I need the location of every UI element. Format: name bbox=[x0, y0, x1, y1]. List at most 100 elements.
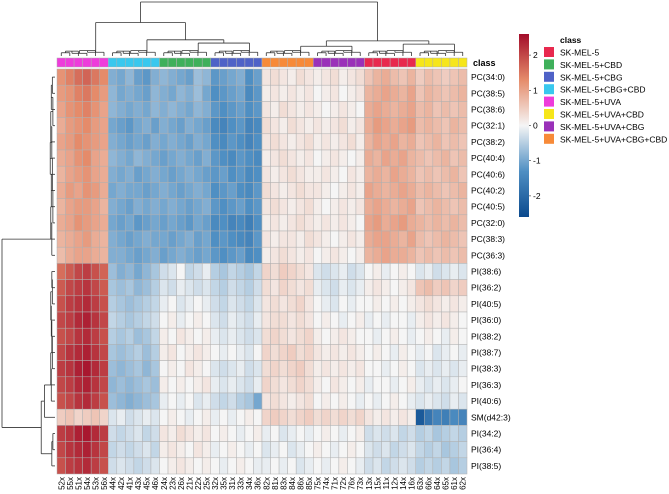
heatmap-cell bbox=[150, 408, 160, 426]
heatmap-cell bbox=[150, 376, 160, 394]
heatmap-cell bbox=[184, 68, 194, 86]
heatmap-cell bbox=[449, 133, 459, 151]
heatmap-cell bbox=[167, 133, 177, 151]
heatmap-cell bbox=[82, 246, 92, 264]
heatmap-cell bbox=[210, 408, 220, 426]
heatmap-cell bbox=[424, 376, 434, 394]
heatmap-cell bbox=[142, 376, 152, 394]
heatmap-cell bbox=[184, 263, 194, 280]
heatmap-cell bbox=[184, 344, 194, 361]
heatmap-cell bbox=[287, 457, 297, 475]
heatmap-cell bbox=[304, 295, 314, 313]
heatmap-cell bbox=[338, 214, 348, 232]
heatmap-cell bbox=[432, 425, 442, 442]
class-annotation-cell bbox=[372, 57, 382, 68]
heatmap-cell bbox=[227, 230, 237, 248]
column-label: 71x bbox=[331, 477, 340, 490]
heatmap-cell bbox=[304, 68, 314, 86]
heatmap-cell bbox=[398, 149, 408, 167]
heatmap-cell bbox=[142, 344, 152, 361]
heatmap-cell bbox=[338, 441, 348, 459]
heatmap-cell bbox=[261, 327, 271, 345]
heatmap-cell bbox=[116, 425, 126, 442]
heatmap-cell bbox=[406, 165, 417, 183]
heatmap-cell bbox=[381, 408, 391, 426]
heatmap-cell bbox=[338, 360, 348, 378]
heatmap-cell bbox=[65, 327, 75, 345]
heatmap-cell bbox=[227, 327, 237, 345]
heatmap-cell bbox=[278, 214, 288, 232]
heatmap-cell bbox=[338, 198, 348, 216]
heatmap-cell bbox=[295, 117, 305, 135]
heatmap-cell bbox=[142, 457, 152, 475]
heatmap-cell bbox=[99, 84, 109, 102]
heatmap-cell bbox=[244, 408, 254, 426]
heatmap-cell bbox=[150, 230, 160, 248]
heatmap-cell bbox=[355, 149, 365, 167]
colorbar-tick-label: -2 bbox=[533, 191, 541, 201]
class-annotation-cell bbox=[201, 57, 211, 68]
class-annotation-cell bbox=[227, 57, 237, 68]
heatmap-cell bbox=[133, 408, 143, 426]
class-annotation-cell bbox=[321, 57, 331, 68]
heatmap-cell bbox=[82, 198, 92, 216]
heatmap-cell bbox=[201, 214, 211, 232]
heatmap-cell bbox=[458, 295, 468, 313]
heatmap-cell bbox=[347, 408, 357, 426]
heatmap-cell bbox=[261, 182, 271, 199]
heatmap-cell bbox=[389, 230, 399, 248]
heatmap-cell bbox=[287, 182, 297, 199]
heatmap-cell bbox=[381, 279, 391, 297]
heatmap-cell bbox=[176, 198, 186, 216]
heatmap-cell bbox=[150, 344, 160, 361]
heatmap-cell bbox=[287, 246, 297, 264]
heatmap-cell bbox=[99, 246, 109, 264]
heatmap-cell bbox=[261, 263, 271, 280]
heatmap-cell bbox=[355, 279, 365, 297]
heatmap-cell bbox=[415, 279, 425, 297]
heatmap-cell bbox=[159, 198, 169, 216]
legend-swatch bbox=[544, 96, 554, 107]
heatmap-cell bbox=[176, 149, 186, 167]
heatmap-cell bbox=[432, 68, 442, 86]
heatmap-cell bbox=[355, 68, 365, 86]
heatmap-cell bbox=[389, 263, 399, 280]
heatmap-cell bbox=[347, 198, 357, 216]
heatmap-cell bbox=[201, 408, 211, 426]
heatmap-cell bbox=[398, 214, 408, 232]
heatmap-cell bbox=[167, 230, 177, 248]
heatmap-cell bbox=[176, 101, 186, 118]
heatmap-cell bbox=[441, 68, 451, 86]
heatmap-cell bbox=[56, 101, 66, 118]
heatmap-cell bbox=[210, 344, 220, 361]
heatmap-cell bbox=[227, 117, 237, 135]
heatmap-cell bbox=[133, 230, 143, 248]
heatmap-cell bbox=[142, 133, 152, 151]
heatmap-cell bbox=[347, 68, 357, 86]
heatmap-cell bbox=[159, 263, 169, 280]
column-label: 55x bbox=[66, 477, 75, 490]
heatmap-cell bbox=[193, 279, 203, 297]
row-label: PC(32:1) bbox=[471, 121, 505, 131]
heatmap-cell bbox=[330, 117, 340, 135]
heatmap-cell bbox=[389, 279, 399, 297]
heatmap-cell bbox=[125, 408, 135, 426]
heatmap-cell bbox=[108, 457, 118, 475]
heatmap-cell bbox=[82, 101, 92, 118]
heatmap-cell bbox=[355, 392, 365, 410]
row-label: PC(38:2) bbox=[471, 137, 505, 147]
heatmap-cell bbox=[449, 165, 459, 183]
heatmap-cell bbox=[304, 279, 314, 297]
heatmap-cell bbox=[458, 327, 468, 345]
heatmap-cell bbox=[449, 214, 459, 232]
heatmap-cell bbox=[73, 133, 83, 151]
heatmap-cell bbox=[381, 457, 391, 475]
heatmap-cell bbox=[82, 214, 92, 232]
heatmap-cell bbox=[167, 311, 177, 329]
heatmap-cell bbox=[210, 133, 220, 151]
heatmap-cell bbox=[389, 101, 399, 118]
heatmap-cell bbox=[424, 84, 434, 102]
heatmap-cell bbox=[424, 165, 434, 183]
heatmap-cell bbox=[108, 246, 118, 264]
colorbar-tick-label: 2 bbox=[533, 50, 538, 60]
